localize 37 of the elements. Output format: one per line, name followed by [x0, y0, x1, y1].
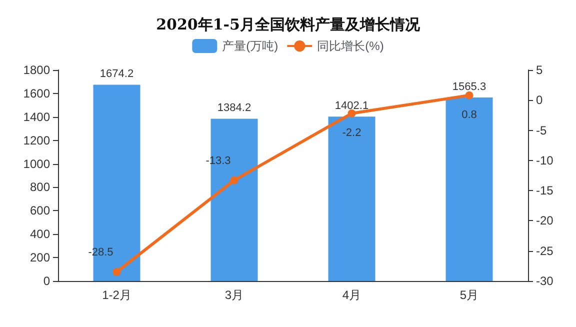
data-label: 1565.3: [452, 81, 486, 94]
point: [112, 268, 121, 276]
chart-title: 2020年1-5月全国饮料产量及增长情况: [156, 16, 421, 34]
y-tick-label: 1000: [23, 156, 50, 171]
y2-tick-label: -25: [536, 244, 554, 258]
y-tick-label: 600: [30, 204, 50, 218]
x-tick-label: 4月: [342, 288, 362, 302]
x-tick-label: 1-2月: [102, 288, 132, 302]
point: [465, 91, 474, 100]
data-label: -2.2: [342, 126, 362, 139]
y2-tick-label: -20: [536, 214, 554, 228]
data-label: 1384.2: [217, 102, 252, 114]
y2-tick-label: -10: [536, 153, 554, 168]
point: [348, 109, 356, 118]
y2-tick-label: 0: [536, 93, 543, 108]
data-label: 1402.1: [334, 100, 369, 112]
y2-tick-label: -30: [536, 274, 554, 288]
y-tick-label: 1800: [23, 63, 50, 77]
x-tick-label: 5月: [460, 288, 479, 302]
legend-label: 产量(万吨): [222, 39, 278, 53]
legend-label: 同比增长(%): [317, 39, 384, 53]
data-label: 1674.2: [100, 68, 134, 80]
y2-tick-label: 5: [536, 63, 543, 77]
y-tick-label: 1400: [23, 110, 50, 124]
point: [230, 176, 238, 184]
y2-tick-label: -15: [536, 184, 554, 198]
bar: [328, 116, 376, 281]
data-label: 0.8: [462, 108, 477, 121]
y-tick-label: 1200: [23, 133, 50, 148]
y-tick-label: 1600: [23, 86, 50, 100]
y-tick-label: 0: [43, 274, 50, 288]
y-tick-label: 800: [30, 180, 50, 194]
bar: [446, 98, 493, 281]
x-tick-label: 3月: [224, 288, 244, 302]
y2-tick-label: -5: [536, 123, 547, 138]
y-tick-label: 200: [30, 250, 50, 265]
y-tick-label: 400: [30, 227, 50, 242]
